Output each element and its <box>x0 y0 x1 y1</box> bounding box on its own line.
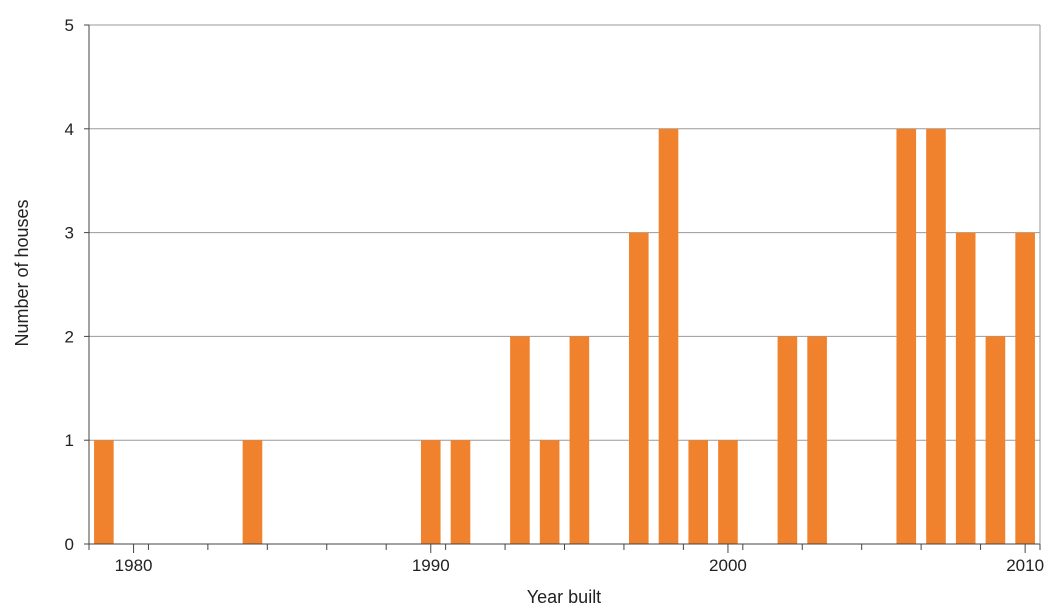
bar <box>628 232 649 544</box>
y-tick-label: 0 <box>65 535 74 554</box>
y-axis-label: Number of houses <box>12 199 32 346</box>
bar <box>926 128 946 545</box>
bar <box>688 440 709 544</box>
y-tick-labels: 0 1 2 3 4 5 <box>65 16 74 554</box>
bars <box>94 128 1035 545</box>
grid-lines <box>89 24 1040 441</box>
y-tick-label: 4 <box>65 120 74 139</box>
bar <box>896 128 917 545</box>
y-tick-label: 3 <box>65 224 74 243</box>
bar <box>658 128 679 545</box>
axes <box>84 24 1041 553</box>
bar <box>450 440 471 544</box>
bar <box>985 336 1006 544</box>
y-tick-label: 1 <box>65 431 74 450</box>
bar <box>510 336 530 544</box>
y-tick-label: 2 <box>65 327 74 346</box>
bar <box>777 336 798 544</box>
y-tick-label: 5 <box>65 16 74 35</box>
bar <box>807 336 827 544</box>
bar <box>94 440 114 544</box>
x-tick-label: 1980 <box>115 556 153 575</box>
bar <box>420 440 441 544</box>
x-axis-label: Year built <box>527 587 601 607</box>
bar <box>1015 232 1035 544</box>
bar <box>242 440 263 544</box>
x-tick-labels: 1980 1990 2000 2010 <box>115 556 1044 575</box>
x-tick-label: 2000 <box>709 556 747 575</box>
bar <box>569 336 590 544</box>
x-tick-label: 1990 <box>412 556 450 575</box>
bar <box>955 232 976 544</box>
x-tick-label: 2010 <box>1006 556 1044 575</box>
bar <box>718 440 738 544</box>
bar <box>539 440 560 544</box>
